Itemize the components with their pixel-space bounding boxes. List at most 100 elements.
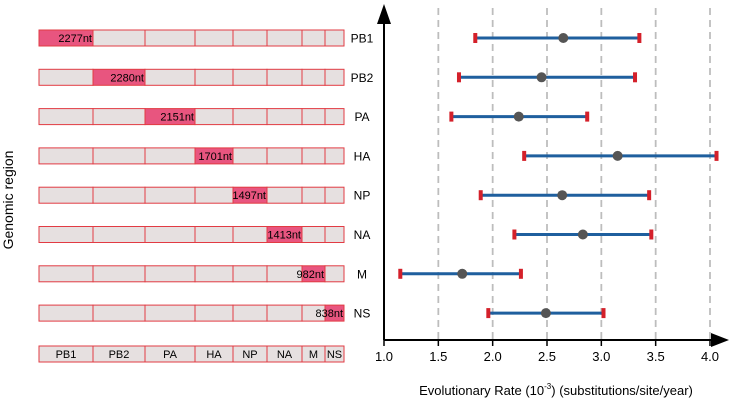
x-tick-label: 3.0 [592, 349, 610, 364]
segment-cell [232, 108, 268, 126]
mean-point [513, 111, 524, 122]
mean-point [457, 268, 468, 279]
x-tick-label: 2.0 [484, 349, 502, 364]
y-axis-arrow [377, 4, 391, 24]
segment-cell [301, 68, 326, 86]
x-tick-label: 1.5 [429, 349, 447, 364]
interval-row [473, 33, 642, 43]
segment-length-label: 2280nt [110, 72, 144, 84]
interval-row [512, 229, 654, 240]
segment-cell [194, 304, 234, 322]
legend-segment-label: NS [327, 349, 342, 361]
segment-cell [266, 304, 303, 322]
x-axis-arrow [711, 333, 729, 347]
segment-cell [194, 186, 234, 204]
y-tick-label: HA [354, 149, 371, 163]
interval-series [398, 33, 719, 319]
segment-cell [266, 108, 303, 126]
y-tick-label: NA [354, 228, 371, 242]
interval-row [486, 308, 606, 319]
interval-upper-cap [518, 268, 523, 279]
x-axis-title-prefix: Evolutionary Rate (10 [419, 383, 544, 398]
segment-legend-bar: PB1 PB2 PA HA NP NA M NS [38, 345, 345, 363]
segment-cell [232, 147, 268, 165]
mean-point [557, 190, 568, 201]
segment-cell [38, 108, 94, 126]
y-tick-label: NS [354, 307, 371, 321]
x-axis-title: Evolutionary Rate (10-3) (substitutions/… [419, 382, 693, 398]
interval-lower-cap [473, 33, 478, 43]
interval-lower-cap [456, 72, 461, 83]
segment-cell [324, 29, 345, 47]
x-tick-label: 1.0 [375, 349, 393, 364]
y-tick-label: PA [354, 110, 369, 124]
interval-lower-cap [512, 229, 517, 240]
segment-cell [301, 108, 326, 126]
segment-cell [194, 108, 234, 126]
segment-map-row: 2277nt [38, 29, 345, 47]
segment-cell [92, 226, 146, 243]
legend-segment-label: PB1 [56, 349, 77, 361]
interval-upper-cap [633, 72, 638, 83]
segment-cell [92, 147, 146, 165]
segment-cell [144, 226, 196, 243]
segment-cell [232, 304, 268, 322]
mean-point [536, 72, 547, 83]
y-tick-label: PB1 [351, 32, 374, 46]
segment-cell [144, 186, 196, 204]
interval-upper-cap [647, 190, 652, 201]
x-axis-title-exponent: -3 [544, 382, 552, 391]
segment-cell [144, 147, 196, 165]
legend-segment-label: PA [163, 349, 178, 361]
segment-cell [144, 304, 196, 322]
segment-cell [38, 265, 94, 283]
y-axis-title: Genomic region [0, 151, 16, 250]
segment-cell [38, 68, 94, 86]
segment-cell [144, 68, 196, 86]
x-tick-label: 4.0 [701, 349, 719, 364]
grid-lines [437, 8, 711, 340]
segment-length-label: 2277nt [58, 33, 92, 45]
x-tick-label: 3.5 [647, 349, 665, 364]
segment-cell [144, 265, 196, 283]
y-tick-label: PB2 [351, 71, 374, 85]
interval-upper-cap [637, 33, 642, 43]
mean-point [558, 33, 569, 43]
y-tick-label: M [357, 267, 367, 281]
legend-segment-label: NP [242, 349, 257, 361]
segment-map-row: 838nt [38, 304, 345, 322]
segment-cell [266, 147, 303, 165]
segment-cell [324, 68, 345, 86]
interval-upper-cap [649, 229, 654, 240]
interval-row [449, 111, 590, 122]
interval-upper-cap [601, 308, 606, 319]
interval-row [456, 72, 638, 83]
interval-lower-cap [522, 150, 527, 161]
segment-cell [194, 68, 234, 86]
segment-cell [194, 29, 234, 47]
interval-row [522, 150, 719, 161]
segment-cell [38, 186, 94, 204]
segment-cell [301, 186, 326, 204]
segment-length-label: 2151nt [160, 112, 194, 124]
legend-segment-cell [324, 345, 345, 363]
mean-point [577, 229, 588, 240]
segment-cell [38, 304, 94, 322]
segment-cell [301, 147, 326, 165]
segment-cell [92, 304, 146, 322]
legend-segment-label: M [309, 349, 318, 361]
segment-length-label: 838nt [315, 308, 343, 320]
x-tick-label: 2.5 [538, 349, 556, 364]
segment-cell [92, 265, 146, 283]
segment-cell-highlight [324, 304, 345, 322]
x-axis-ticks: 1.0 1.5 2.0 2.5 3.0 3.5 4.0 [375, 340, 719, 364]
segment-cell [38, 226, 94, 243]
interval-lower-cap [449, 111, 454, 122]
mean-point [540, 308, 551, 319]
segment-length-label: 1701nt [198, 151, 232, 163]
segment-cell [324, 108, 345, 126]
legend-segment-label: PB2 [109, 349, 130, 361]
segment-map-row: 982nt [38, 265, 345, 283]
mean-point [612, 150, 623, 161]
